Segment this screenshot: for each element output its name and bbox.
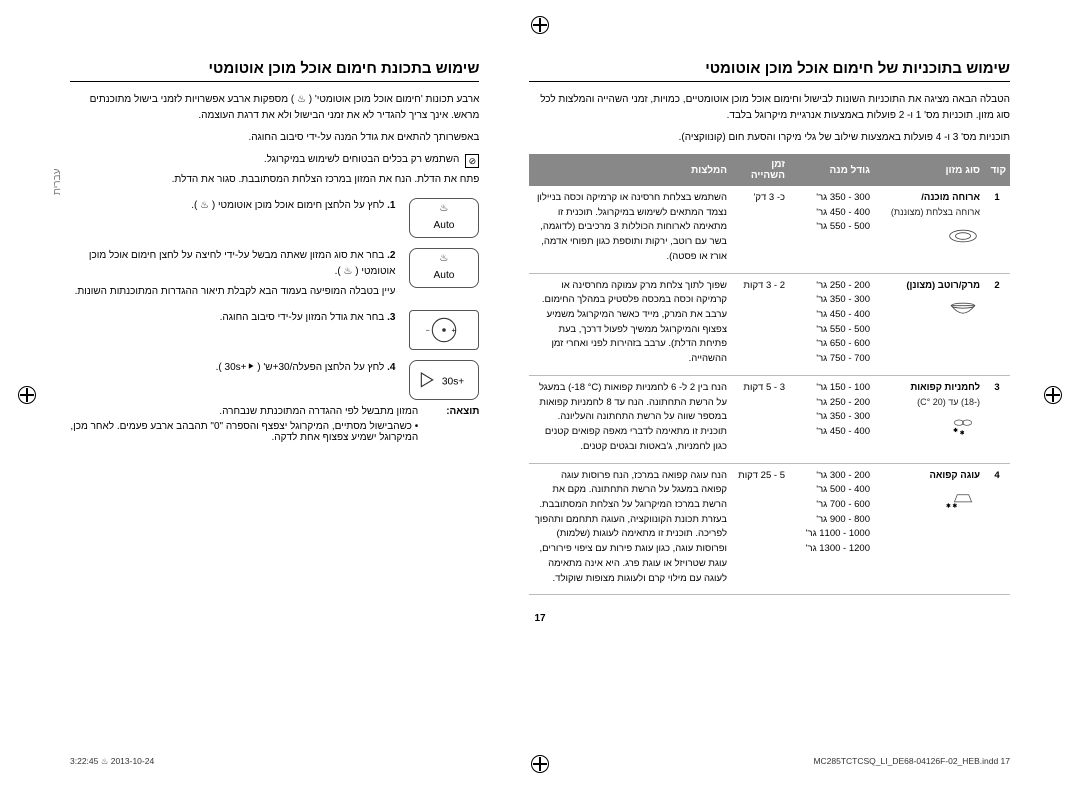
programs-table: קוד סוג מזון גודל מנה זמן השהייה המלצות …: [529, 154, 1010, 595]
step-number: 1.: [387, 200, 395, 211]
th-size: גודל מנה: [789, 154, 874, 186]
language-side-label: עברית: [52, 169, 63, 195]
start-button-icon: +30s: [409, 360, 479, 400]
page-columns: שימוש בתכונת חימום אוכל מוכן אוטומטי ארב…: [70, 60, 1010, 595]
table-cell-code: 3: [984, 375, 1010, 463]
open-door-text: פתח את הדלת. הנח את המזון במרכז הצלחת המ…: [70, 172, 479, 188]
intro-text: הטבלה הבאה מציגה את התוכניות השונות לביש…: [529, 92, 1010, 124]
footer-filename: MC285TCTCSQ_LI_DE68-04126F-02_HEB.indd 1…: [813, 756, 1010, 767]
result-text: המזון מתבשל לפי ההגדרה המתוכנתת שנבחרה.: [70, 406, 418, 417]
section-title-left: שימוש בתוכניות של חימום אוכל מוכן אוטומט…: [529, 60, 1010, 82]
step-text: בחר את גודל המזון על-ידי סיבוב החוגה.: [220, 312, 385, 323]
table-cell-type: לחמניות קפואות(-18) עד (20 °C)✱✱: [874, 375, 984, 463]
svg-text:+: +: [452, 326, 456, 335]
table-cell-size: 100 - 150 גר'200 - 250 גר'300 - 350 גר'4…: [789, 375, 874, 463]
result-label: תוצאה:: [446, 406, 479, 443]
step-text: לחץ על הלחצן חימום אוכל מוכן אוטומטי ( ♨…: [191, 200, 384, 211]
bread-icon: ✱✱: [878, 410, 980, 442]
step-row: ♨ Auto 1. לחץ על הלחצן חימום אוכל מוכן או…: [70, 198, 479, 238]
registration-mark: [1044, 386, 1062, 404]
step-after: עיין בטבלה המופיעה בעמוד הבא לקבלת תיאור…: [70, 284, 395, 300]
intro-text: באפשרותך להתאים את גודל המנה על-ידי סיבו…: [70, 130, 479, 146]
th-tips: המלצות: [529, 154, 731, 186]
table-cell-type: עוגה קפואה✱ ✱ ✱: [874, 463, 984, 595]
table-cell-type: ארוחה מוכנה/ארוחה בצלחת (מצוננת): [874, 186, 984, 273]
result-bullet: • כשהבישול מסתיים, המיקרוגל יצפצף והספרה…: [70, 421, 418, 443]
svg-text:Auto: Auto: [434, 220, 455, 231]
step-row: −+ 3. בחר את גודל המזון על-ידי סיבוב החו…: [70, 310, 479, 350]
dial-icon: −+: [409, 310, 479, 350]
table-cell-time: 2 - 3 דקות: [731, 273, 789, 375]
step-row: ♨ Auto 2. בחר את סוג המזון שאתה מבשל על-י…: [70, 248, 479, 300]
info-icon: ⊘: [465, 154, 479, 168]
plate-icon: [878, 220, 980, 252]
svg-text:−: −: [426, 326, 430, 335]
table-cell-time: 3 - 5 דקות: [731, 375, 789, 463]
svg-text:♨: ♨: [440, 203, 449, 214]
step-number: 3.: [387, 312, 395, 323]
footer-datetime: 2013-10-24 ♨ 3:22:45: [70, 756, 154, 767]
auto-heat-button-icon: ♨ Auto: [409, 198, 479, 238]
th-code: קוד: [984, 154, 1010, 186]
intro-text: ארבע תכונות 'חימום אוכל מוכן אוטומטי' ( …: [70, 92, 479, 124]
svg-text:♨: ♨: [440, 253, 449, 264]
cake-icon: ✱ ✱ ✱: [878, 483, 980, 515]
auto-heat-button-icon: ♨ Auto: [409, 248, 479, 288]
safety-note: ⊘ השתמש רק בכלים הבטוחים לשימוש במיקרוגל…: [70, 154, 479, 168]
table-cell-size: 300 - 350 גר'400 - 450 גר'500 - 550 גר': [789, 186, 874, 273]
column-table: שימוש בתוכניות של חימום אוכל מוכן אוטומט…: [529, 60, 1010, 595]
svg-text:+30s: +30s: [442, 377, 464, 388]
svg-text:✱: ✱: [960, 430, 965, 435]
step-number: 4.: [387, 362, 395, 373]
safety-text: השתמש רק בכלים הבטוחים לשימוש במיקרוגל.: [264, 154, 460, 165]
svg-text:✱: ✱: [953, 428, 958, 434]
table-cell-size: 200 - 250 גר'300 - 350 גר'400 - 450 גר'5…: [789, 273, 874, 375]
page-footer: MC285TCTCSQ_LI_DE68-04126F-02_HEB.indd 1…: [70, 756, 1010, 767]
bowl-icon: [878, 293, 980, 325]
section-title-right: שימוש בתכונת חימום אוכל מוכן אוטומטי: [70, 60, 479, 82]
registration-mark: [18, 386, 36, 404]
step-row: +30s 4. לחץ על הלחצן הפעלה/30+ש' ( ⯈+30s…: [70, 360, 479, 400]
step-text: בחר את סוג המזון שאתה מבשל על-ידי לחיצה …: [89, 250, 396, 277]
table-cell-tips: שפוך לתוך צלחת מרק עמוקה מחרסינה או קרמי…: [529, 273, 731, 375]
table-cell-tips: הנח בין 2 ל- 6 לחמניות קפואות (‎-18 °C‎)…: [529, 375, 731, 463]
result-block: תוצאה: המזון מתבשל לפי ההגדרה המתוכנתת ש…: [70, 406, 479, 443]
table-cell-code: 4: [984, 463, 1010, 595]
intro-text: תוכניות מס' 3 ו- 4 פועלות באמצעות שילוב …: [529, 130, 1010, 146]
table-cell-tips: השתמש בצלחת חרסינה או קרמיקה וכסה בניילו…: [529, 186, 731, 273]
table-cell-time: כ- 3 דק': [731, 186, 789, 273]
table-cell-type: מרק/רוטב (מצונן): [874, 273, 984, 375]
table-cell-code: 1: [984, 186, 1010, 273]
svg-text:✱ ✱ ✱: ✱ ✱ ✱: [946, 503, 957, 509]
registration-mark: [531, 16, 549, 34]
table-cell-tips: הנח עוגה קפואה במרכז, הנח פרוסות עוגה קפ…: [529, 463, 731, 595]
page-number: 17: [70, 613, 1010, 624]
step-number: 2.: [387, 250, 395, 261]
table-cell-code: 2: [984, 273, 1010, 375]
table-cell-size: 200 - 300 גר'400 - 500 גר'600 - 700 גר'8…: [789, 463, 874, 595]
table-cell-time: 5 - 25 דקות: [731, 463, 789, 595]
th-time: זמן השהייה: [731, 154, 789, 186]
th-type: סוג מזון: [874, 154, 984, 186]
step-text: לחץ על הלחצן הפעלה/30+ש' ( ⯈+30s ).: [216, 362, 385, 373]
svg-text:Auto: Auto: [434, 270, 455, 281]
column-instructions: שימוש בתכונת חימום אוכל מוכן אוטומטי ארב…: [70, 60, 479, 595]
